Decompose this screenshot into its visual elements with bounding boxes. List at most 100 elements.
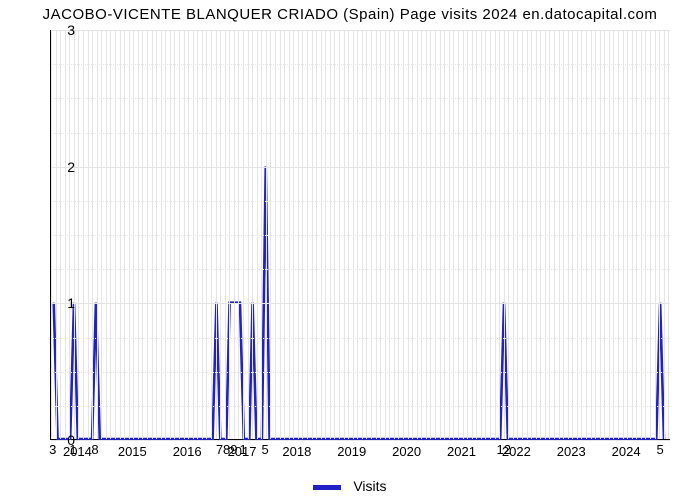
- gridline-vertical-minor: [357, 30, 358, 439]
- gridline-vertical-minor: [412, 30, 413, 439]
- gridline-vertical-minor: [421, 30, 422, 439]
- gridline-vertical-minor: [92, 30, 93, 439]
- gridline-vertical-minor: [655, 30, 656, 439]
- chart-container: JACOBO-VICENTE BLANQUER CRIADO (Spain) P…: [0, 0, 700, 500]
- gridline-vertical-minor: [147, 30, 148, 439]
- gridline-vertical-minor: [170, 30, 171, 439]
- gridline-vertical-minor: [394, 30, 395, 439]
- gridline-vertical-minor: [248, 30, 249, 439]
- legend-swatch: [313, 485, 341, 490]
- gridline-vertical-minor: [220, 30, 221, 439]
- gridline-vertical-minor: [225, 30, 226, 439]
- gridline-vertical-minor: [334, 30, 335, 439]
- gridline-vertical-minor: [106, 30, 107, 439]
- gridline-vertical-minor: [88, 30, 89, 439]
- gridline-vertical-minor: [165, 30, 166, 439]
- gridline-vertical-minor: [472, 30, 473, 439]
- gridline-vertical-minor: [389, 30, 390, 439]
- gridline-vertical-minor: [664, 30, 665, 439]
- gridline-vertical-minor: [490, 30, 491, 439]
- gridline-vertical-minor: [348, 30, 349, 439]
- gridline-vertical: [572, 30, 573, 439]
- gridline-vertical-minor: [197, 30, 198, 439]
- gridline-vertical-minor: [513, 30, 514, 439]
- series-value-label: 5: [656, 442, 663, 457]
- gridline-vertical-minor: [60, 30, 61, 439]
- gridline-vertical-minor: [430, 30, 431, 439]
- series-value-label: 1: [240, 442, 247, 457]
- chart-title: JACOBO-VICENTE BLANQUER CRIADO (Spain) P…: [0, 6, 700, 23]
- gridline-vertical-minor: [284, 30, 285, 439]
- gridline-vertical-minor: [481, 30, 482, 439]
- gridline-vertical-minor: [65, 30, 66, 439]
- gridline-vertical-minor: [156, 30, 157, 439]
- x-axis-tick-label: 2019: [337, 444, 366, 459]
- gridline-vertical-minor: [504, 30, 505, 439]
- gridline-vertical-minor: [321, 30, 322, 439]
- gridline-vertical-minor: [51, 30, 52, 439]
- gridline-vertical-minor: [193, 30, 194, 439]
- gridline-vertical-minor: [613, 30, 614, 439]
- gridline-vertical-minor: [659, 30, 660, 439]
- gridline-vertical-minor: [604, 30, 605, 439]
- gridline-vertical-minor: [467, 30, 468, 439]
- gridline-vertical-minor: [302, 30, 303, 439]
- gridline-vertical-minor: [56, 30, 57, 439]
- gridline-vertical-minor: [206, 30, 207, 439]
- gridline-vertical-minor: [632, 30, 633, 439]
- gridline-vertical: [188, 30, 189, 439]
- x-axis-tick-label: 2023: [557, 444, 586, 459]
- gridline-vertical-minor: [138, 30, 139, 439]
- gridline-vertical-minor: [435, 30, 436, 439]
- x-axis-tick-label: 2024: [612, 444, 641, 459]
- gridline-vertical-minor: [549, 30, 550, 439]
- gridline-vertical-minor: [499, 30, 500, 439]
- gridline-vertical-minor: [398, 30, 399, 439]
- gridline-vertical-minor: [366, 30, 367, 439]
- gridline-vertical-minor: [261, 30, 262, 439]
- x-axis-tick-label: 2020: [392, 444, 421, 459]
- gridline-vertical-minor: [577, 30, 578, 439]
- gridline-vertical-minor: [531, 30, 532, 439]
- gridline-vertical-minor: [581, 30, 582, 439]
- gridline-vertical-minor: [545, 30, 546, 439]
- gridline-vertical-minor: [266, 30, 267, 439]
- gridline-vertical-minor: [371, 30, 372, 439]
- gridline-vertical-minor: [280, 30, 281, 439]
- series-value-label: 5: [261, 442, 268, 457]
- gridline-vertical-minor: [668, 30, 669, 439]
- gridline-vertical-minor: [316, 30, 317, 439]
- gridline-vertical-minor: [330, 30, 331, 439]
- gridline-vertical-minor: [458, 30, 459, 439]
- gridline-vertical-minor: [179, 30, 180, 439]
- gridline-vertical-minor: [417, 30, 418, 439]
- gridline-vertical-minor: [385, 30, 386, 439]
- gridline-vertical-minor: [101, 30, 102, 439]
- x-axis-tick-label: 2021: [447, 444, 476, 459]
- gridline-vertical-minor: [522, 30, 523, 439]
- gridline-vertical-minor: [184, 30, 185, 439]
- legend: Visits: [0, 478, 700, 494]
- y-axis-tick-label: 1: [55, 295, 75, 311]
- y-axis-tick-label: 3: [55, 22, 75, 38]
- gridline-vertical-minor: [485, 30, 486, 439]
- gridline-vertical-minor: [257, 30, 258, 439]
- gridline-vertical-minor: [152, 30, 153, 439]
- series-value-label: 12: [497, 442, 511, 457]
- gridline-vertical-minor: [161, 30, 162, 439]
- gridline-vertical-minor: [234, 30, 235, 439]
- gridline-vertical-minor: [540, 30, 541, 439]
- y-axis-tick-label: 2: [55, 159, 75, 175]
- x-axis-tick-label: 2015: [118, 444, 147, 459]
- gridline-vertical-minor: [110, 30, 111, 439]
- gridline-vertical: [353, 30, 354, 439]
- gridline-vertical-minor: [554, 30, 555, 439]
- gridline-vertical-minor: [344, 30, 345, 439]
- gridline-vertical-minor: [229, 30, 230, 439]
- gridline-vertical-minor: [559, 30, 560, 439]
- gridline-vertical-minor: [403, 30, 404, 439]
- gridline-vertical-minor: [618, 30, 619, 439]
- gridline-vertical-minor: [536, 30, 537, 439]
- gridline-vertical-minor: [527, 30, 528, 439]
- gridline-vertical-minor: [289, 30, 290, 439]
